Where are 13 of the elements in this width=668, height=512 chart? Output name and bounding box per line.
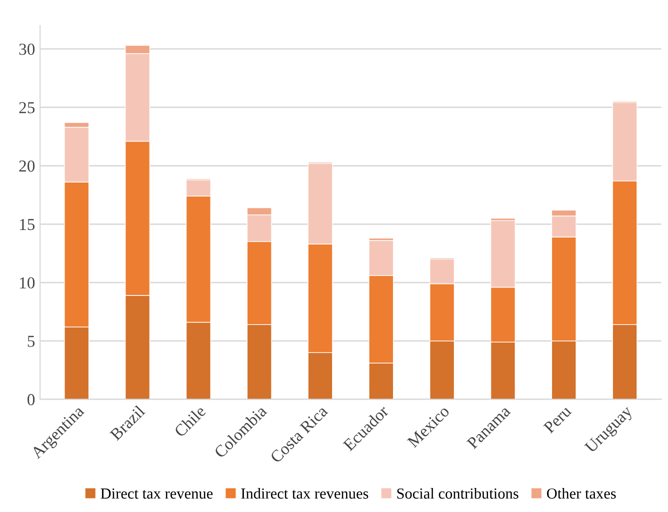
y-tick-label: 5	[28, 336, 35, 347]
y-tick-label: 25	[19, 102, 35, 114]
y-tick-label: 10	[20, 277, 35, 289]
y-tick-label: 20	[19, 160, 35, 172]
legend-label: Other taxes	[547, 488, 616, 499]
x-tick-label: Chile	[173, 404, 206, 438]
legend-label: Social contributions	[397, 488, 518, 499]
x-tick-label: Peru	[543, 404, 572, 434]
y-tick-label: 30	[19, 44, 35, 55]
legend-label: Direct tax revenue	[100, 488, 213, 499]
legend-label: Indirect tax revenues	[241, 488, 368, 499]
y-tick-label: 15	[20, 218, 35, 230]
y-tick-label: 0	[28, 394, 35, 406]
